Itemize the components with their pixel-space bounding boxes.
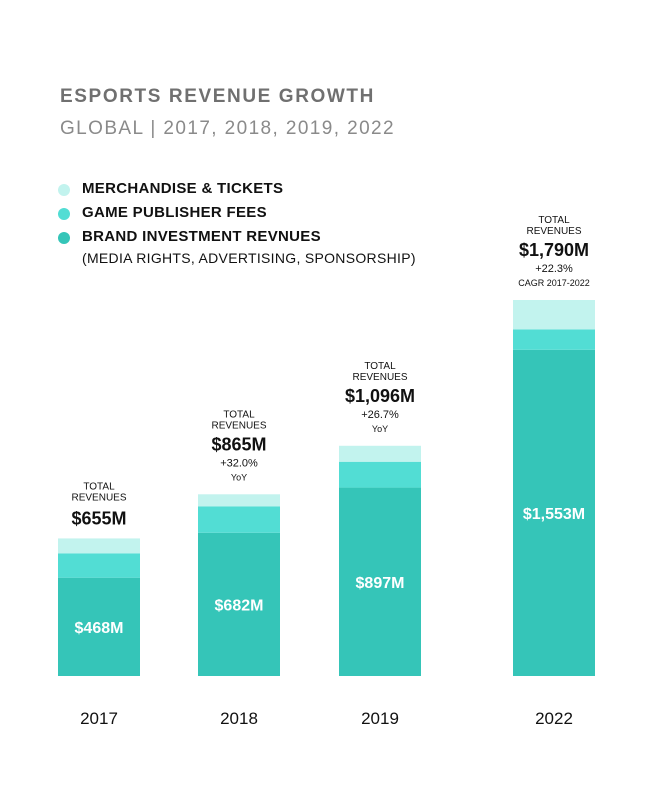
- total-annotation-2019-0: TOTAL: [364, 361, 396, 372]
- total-annotation-2017-2: $655M: [71, 508, 126, 528]
- total-annotation-2022-1: REVENUES: [526, 226, 581, 237]
- chart-title: ESPORTS REVENUE GROWTH: [60, 86, 375, 107]
- legend-swatch-brand-investment: [58, 232, 70, 244]
- x-tick-label-2022: 2022: [535, 709, 573, 728]
- bar-2022-series-0: [513, 349, 595, 676]
- bar-2018-series-1: [198, 506, 280, 533]
- bar-2019-series-1: [339, 461, 421, 488]
- segment-label-2019: $897M: [356, 575, 405, 592]
- x-tick-label-2019: 2019: [361, 709, 399, 728]
- legend-swatch-publisher-fees: [58, 208, 70, 220]
- total-annotation-2022-0: TOTAL: [538, 215, 570, 226]
- bar-2018-series-2: [198, 494, 280, 507]
- bar-2017-series-1: [58, 553, 140, 578]
- bar-2017-series-0: [58, 577, 140, 676]
- total-annotation-2018-1: REVENUES: [211, 420, 266, 431]
- x-tick-label-2017: 2017: [80, 709, 118, 728]
- legend-label-brand-investment: BRAND INVESTMENT REVNUES: [82, 228, 321, 245]
- legend-label-merchandise: MERCHANDISE & TICKETS: [82, 180, 284, 197]
- total-annotation-2018-3: +32.0%: [220, 457, 258, 469]
- total-annotation-2019-2: $1,096M: [345, 386, 415, 406]
- bar-2018-series-0: [198, 532, 280, 676]
- total-annotation-2022-4: CAGR 2017-2022: [518, 278, 590, 288]
- total-annotation-2018-4: YoY: [231, 472, 247, 482]
- total-annotation-2019-3: +26.7%: [361, 409, 399, 421]
- segment-label-2017: $468M: [75, 620, 124, 637]
- segment-label-2018: $682M: [215, 597, 264, 614]
- bar-2019-series-0: [339, 487, 421, 676]
- x-tick-label-2018: 2018: [220, 709, 258, 728]
- total-annotation-2018-2: $865M: [211, 434, 266, 454]
- total-annotation-2022-2: $1,790M: [519, 240, 589, 260]
- total-annotation-2022-3: +22.3%: [535, 263, 573, 275]
- total-annotation-2017-1: REVENUES: [71, 492, 126, 503]
- total-annotation-2019-4: YoY: [372, 424, 388, 434]
- total-annotation-2018-0: TOTAL: [223, 409, 255, 420]
- total-annotation-2019-1: REVENUES: [352, 372, 407, 383]
- legend-note-brand-investment: (MEDIA RIGHTS, ADVERTISING, SPONSORSHIP): [82, 250, 416, 266]
- legend-swatch-merchandise: [58, 184, 70, 196]
- total-annotation-2017-0: TOTAL: [83, 481, 115, 492]
- bar-2022-series-1: [513, 329, 595, 350]
- bar-2019-series-2: [339, 445, 421, 462]
- bar-2022-series-2: [513, 300, 595, 330]
- segment-label-2022: $1,553M: [523, 506, 585, 523]
- bar-2017-series-2: [58, 538, 140, 554]
- chart-subtitle: GLOBAL | 2017, 2018, 2019, 2022: [60, 118, 395, 139]
- legend-label-publisher-fees: GAME PUBLISHER FEES: [82, 204, 267, 221]
